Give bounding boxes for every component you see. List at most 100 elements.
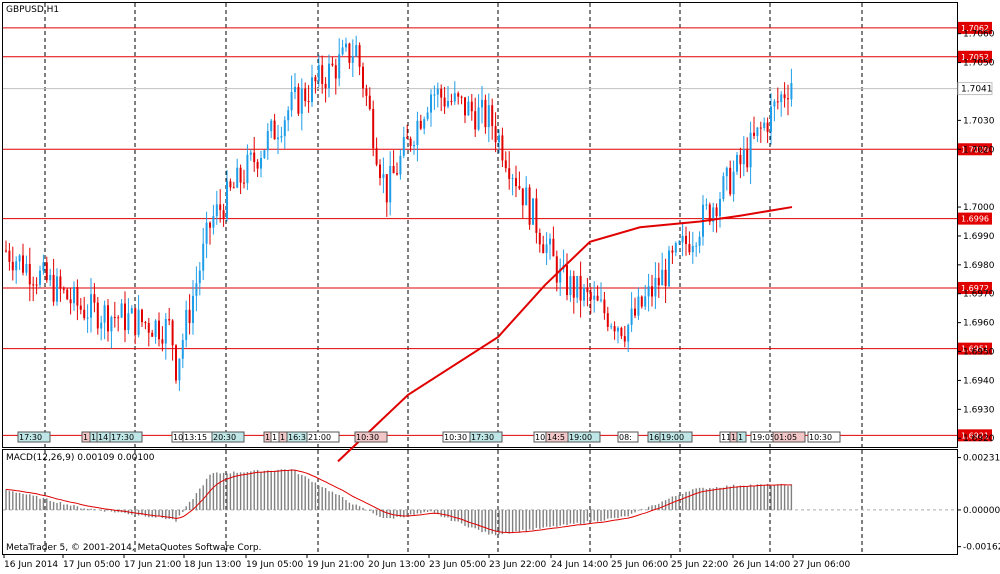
event-marker-label: 08: — [619, 433, 632, 442]
candle-body — [440, 88, 443, 98]
event-marker — [807, 431, 841, 443]
candle-body — [719, 199, 721, 217]
candle-body — [382, 174, 385, 178]
event-marker-label: 17:30 — [19, 433, 42, 442]
event-marker — [659, 431, 693, 443]
candle-body — [66, 289, 69, 300]
candle-body — [504, 160, 507, 169]
candle-body — [120, 303, 123, 318]
macd-label: MACD(12,26,9) 0.00109 0.00100 — [6, 453, 155, 463]
candle-body — [202, 243, 205, 271]
candle-body — [613, 326, 616, 332]
price-tick-label: 1.6940 — [963, 376, 995, 386]
event-marker-label: 10:30 — [809, 433, 832, 442]
copyright-text: MetaTrader 5, © 2001-2014, MetaQuotes So… — [6, 543, 262, 553]
event-marker-label: 14:5 — [547, 433, 565, 442]
price-tag-label: 1.7020 — [961, 145, 989, 154]
time-tick-label: 20 Jun 13:00 — [368, 560, 425, 570]
event-marker — [17, 431, 51, 443]
candle-body — [314, 77, 317, 82]
time-axis: 16 Jun 2014 17 Jun 05:00 17 Jun 21:00 18 Ju… — [3, 554, 850, 570]
candle-body — [637, 296, 640, 316]
candle-body — [773, 101, 776, 107]
candle-body — [151, 332, 154, 337]
event-marker-label: 20:30 — [213, 433, 236, 442]
candle-body — [59, 276, 62, 289]
candle-body — [603, 299, 606, 314]
candle-body — [722, 176, 725, 200]
candle-body — [409, 138, 412, 147]
candle-body — [501, 135, 504, 161]
candle-body — [627, 324, 630, 342]
macd-signal-line — [5, 469, 792, 534]
candle-body — [379, 164, 381, 178]
event-marker-label: 1 — [731, 433, 736, 442]
candle-body — [83, 309, 86, 319]
candle-body — [644, 296, 647, 307]
candle-body — [457, 93, 460, 97]
candle-body — [392, 166, 395, 174]
horizontal-lines[interactable]: 1.70621.70521.70201.69961.69721.69511.69… — [3, 21, 993, 442]
candle-body — [474, 111, 477, 130]
candle-body — [355, 45, 358, 57]
candle-body — [205, 222, 208, 244]
time-tick-label: 24 Jun 14:00 — [551, 560, 608, 570]
event-marker-label: 10:30 — [356, 433, 379, 442]
candle-body — [746, 149, 749, 168]
candle-body — [107, 305, 109, 332]
price-tick-label: 1.7020 — [963, 145, 995, 155]
candle-body — [654, 277, 657, 297]
time-tick-label: 27 Jun 06:00 — [793, 560, 850, 570]
candle-body — [185, 309, 188, 341]
candle-body — [334, 65, 337, 79]
candle-body — [273, 120, 276, 140]
candle-body — [93, 294, 96, 303]
event-marker-label: 1 — [272, 433, 277, 442]
candle-body — [321, 65, 324, 84]
candle-body — [736, 154, 738, 172]
candle-body — [297, 86, 300, 114]
candle-body — [732, 171, 735, 195]
candle-body — [552, 238, 555, 257]
candle-body — [664, 269, 667, 287]
event-marker — [109, 431, 143, 443]
candle-body — [56, 276, 58, 302]
candle-body — [304, 88, 307, 102]
candle-body — [589, 292, 592, 300]
candle-body — [678, 242, 681, 244]
event-marker-label: 1 — [83, 433, 88, 442]
time-gridlines — [44, 3, 863, 554]
time-tick-label: 23 Jun 22:00 — [489, 560, 546, 570]
candle-body — [464, 97, 466, 116]
event-marker — [772, 431, 806, 443]
candle-body — [311, 77, 313, 103]
event-marker-label: 13:15 — [184, 433, 207, 442]
event-markers[interactable]: 17:30 1 1 14 17:30 10 13:15 20:30 1 1 1 16:3 21:00 10… — [17, 431, 841, 443]
candle-body — [756, 127, 759, 136]
candle-body — [362, 66, 364, 89]
event-marker-label: 19:00 — [661, 433, 684, 442]
candle-body — [691, 246, 694, 253]
event-marker — [567, 431, 601, 443]
candle-body — [144, 322, 147, 324]
price-tick-label: 1.6950 — [963, 348, 995, 358]
candle-body — [705, 204, 708, 206]
candle-body — [76, 287, 79, 306]
candle-body — [447, 101, 449, 107]
event-marker — [354, 431, 388, 443]
candle-body — [436, 88, 439, 95]
candle-body — [549, 238, 551, 245]
candle-body — [477, 107, 480, 130]
price-tag — [958, 281, 992, 294]
candle-body — [192, 295, 194, 324]
candle-body — [498, 135, 500, 143]
candle-body — [783, 94, 786, 99]
candle-body — [759, 127, 762, 129]
candle-body — [62, 288, 65, 290]
candle-body — [266, 131, 269, 151]
candle-body — [25, 264, 28, 273]
event-marker-label: 10 — [173, 433, 183, 442]
candle-body — [572, 276, 575, 298]
time-tick-label: 18 Jun 13:00 — [184, 560, 241, 570]
